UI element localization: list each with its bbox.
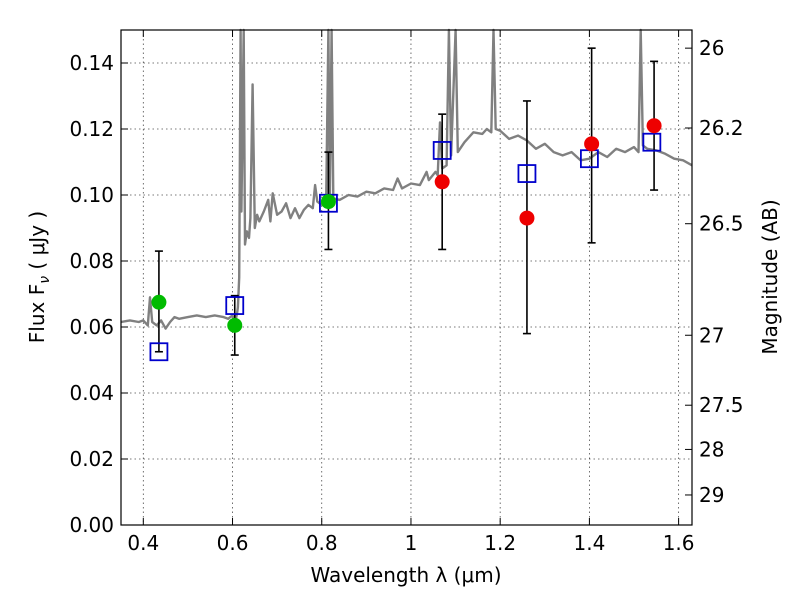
green-data-point [320,194,336,210]
y-tick-label: 0.02 [69,447,114,471]
errorbar-layer [154,47,659,356]
ticks [121,30,692,526]
x-tick-label: 1 [405,531,418,555]
red-data-point [519,210,535,226]
y-axis-label-sub: ν [37,276,53,284]
x-tick-label: 0.8 [306,531,338,555]
model-point [432,141,452,160]
y-tick-label: 0.12 [69,117,114,141]
y2-tick-label: 27.5 [699,393,744,417]
y2-tick-label: 26.5 [699,212,744,236]
x-tick-label: 0.4 [127,531,159,555]
x-tick-label: 0.6 [217,531,249,555]
red-data-point [646,118,662,134]
green-data-point [151,294,167,310]
y2-tick-label: 26.2 [699,116,744,140]
y-tick-label: 0.00 [69,513,114,537]
points-layer [149,118,662,362]
y-tick-label: 0.14 [69,51,114,75]
tick-labels: 0.4 0.6 0.8 1 1.2 1.4 1.6 0.00 0.02 0.04 0.06 0.08 0… [69,36,743,555]
y-axis-label-unit: ( μJy ) [25,211,49,276]
model-point [225,296,245,315]
spectrum-layer [120,28,693,330]
y2-tick-label: 29 [699,483,724,507]
x-tick-label: 1.6 [663,531,695,555]
green-data-point [227,317,243,333]
model-point [149,342,169,362]
y-tick-label: 0.08 [69,249,114,273]
y-tick-label: 0.04 [69,381,114,405]
y-tick-label: 0.10 [69,183,114,207]
y-axis-label-main: Flux F [25,284,49,343]
x-tick-label: 1.4 [573,531,605,555]
red-data-point [584,136,600,152]
y-tick-label: 0.06 [69,315,114,339]
y2-tick-label: 28 [699,437,724,461]
grid [121,30,692,526]
x-tick-label: 1.2 [484,531,516,555]
plot-frame [120,29,693,526]
y-axis-label: Flux Fν ( μJy ) [25,211,53,343]
model-point [517,164,537,183]
x-axis-label: Wavelength λ (μm) [310,563,501,587]
y2-tick-label: 27 [699,323,724,347]
red-data-point [434,174,450,190]
spectrum-line [120,28,693,330]
y2-axis-label: Magnitude (AB) [758,199,782,354]
y2-tick-label: 26 [699,36,724,60]
model-point [642,132,662,152]
